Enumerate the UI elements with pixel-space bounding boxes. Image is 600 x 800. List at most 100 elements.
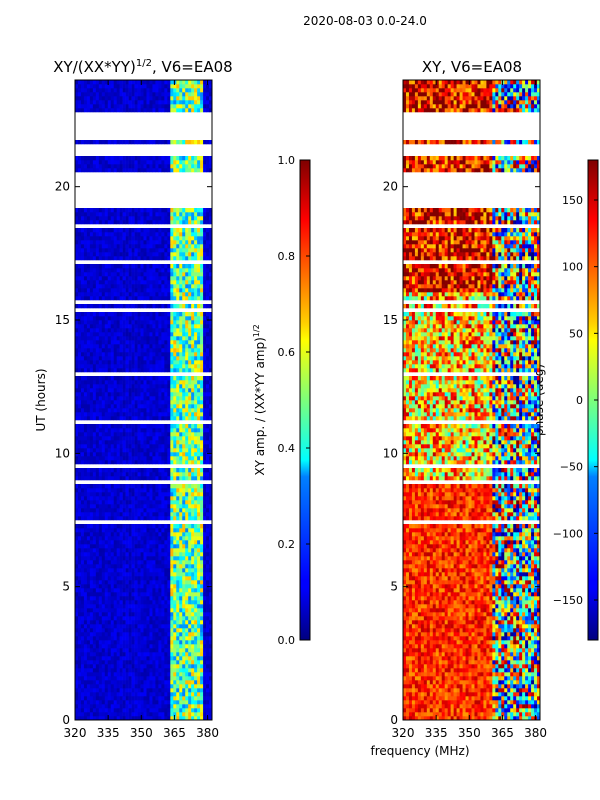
amp-heatmap-cell <box>197 588 201 593</box>
amp-heatmap-cell <box>170 500 174 505</box>
amp-heatmap-cell <box>152 664 156 669</box>
amp-heatmap-cell <box>128 644 132 649</box>
amp-heatmap-cell <box>75 484 79 489</box>
amp-heatmap-cell <box>143 256 147 261</box>
amp-heatmap-cell <box>83 592 88 597</box>
amp-heatmap-cell <box>170 496 174 501</box>
amp-heatmap-cell <box>164 468 168 473</box>
amp-heatmap-cell <box>80 560 85 565</box>
amp-heatmap-cell <box>146 336 150 341</box>
amp-heatmap-cell <box>194 440 198 445</box>
amp-heatmap-cell <box>113 404 117 409</box>
amp-heatmap-cell <box>203 448 207 453</box>
amp-heatmap-cell <box>143 660 147 665</box>
amp-heatmap-cell <box>182 364 186 369</box>
amp-heatmap-cell <box>131 428 135 433</box>
amp-heatmap-cell <box>95 444 100 449</box>
amp-heatmap-cell <box>164 392 168 397</box>
amp-heatmap-cell <box>185 524 189 529</box>
amp-heatmap-cell <box>125 708 129 713</box>
amp-heatmap-cell <box>182 396 186 401</box>
amp-heatmap-cell <box>191 588 195 593</box>
amp-heatmap-cell <box>89 540 94 545</box>
amp-heatmap-cell <box>119 676 123 681</box>
amp-heatmap-cell <box>104 328 109 333</box>
amp-heatmap-cell <box>137 640 141 645</box>
amp-heatmap-cell <box>191 424 195 429</box>
amp-heatmap-cell <box>185 328 189 333</box>
amp-heatmap-cell <box>170 328 174 333</box>
amp-heatmap-cell <box>122 552 126 557</box>
amp-heatmap-cell <box>143 380 147 385</box>
amp-heatmap-cell <box>167 444 171 449</box>
amp-heatmap-cell <box>101 564 106 569</box>
amp-heatmap-cell <box>155 704 159 709</box>
amp-heatmap-cell <box>75 392 79 397</box>
amp-heatmap-cell <box>203 408 207 413</box>
amp-heatmap-cell <box>113 664 117 669</box>
amp-heatmap-cell <box>206 456 210 461</box>
amp-heatmap-cell <box>206 404 210 409</box>
amp-heatmap-cell <box>89 452 94 457</box>
amp-heatmap-cell <box>155 320 159 325</box>
amp-heatmap-cell <box>113 632 117 637</box>
amp-heatmap-cell <box>209 348 213 353</box>
amp-heatmap-cell <box>86 344 91 349</box>
amp-heatmap-cell <box>125 328 129 333</box>
amp-heatmap-cell <box>83 404 88 409</box>
amp-heatmap-cell <box>209 256 213 261</box>
amp-heatmap-cell <box>101 620 106 625</box>
amp-heatmap-cell <box>77 376 82 381</box>
amp-heatmap-cell <box>110 560 115 565</box>
amp-heatmap-cell <box>113 512 117 517</box>
amp-heatmap-cell <box>131 256 135 261</box>
amp-heatmap-cell <box>92 400 97 405</box>
amp-heatmap-cell <box>98 512 103 517</box>
amp-heatmap-cell <box>167 408 171 413</box>
amp-heatmap-cell <box>92 648 97 653</box>
amp-heatmap-cell <box>119 576 123 581</box>
amp-heatmap-cell <box>188 436 192 441</box>
amp-heatmap-cell <box>98 468 103 473</box>
amp-heatmap-cell <box>140 312 144 317</box>
amp-heatmap-cell <box>197 448 201 453</box>
amp-heatmap-cell <box>182 432 186 437</box>
amp-heatmap-cell <box>206 484 210 489</box>
amp-heatmap-cell <box>125 556 129 561</box>
amp-heatmap-cell <box>164 628 168 633</box>
amp-heatmap-cell <box>191 392 195 397</box>
amp-heatmap-cell <box>161 388 165 393</box>
amp-heatmap-cell <box>191 528 195 533</box>
amp-heatmap-cell <box>119 672 123 677</box>
amp-heatmap-cell <box>98 336 103 341</box>
amp-heatmap-cell <box>140 492 144 497</box>
amp-heatmap-cell <box>185 500 189 505</box>
amp-heatmap-cell <box>194 348 198 353</box>
amp-heatmap-cell <box>119 312 123 317</box>
amp-heatmap-cell <box>119 612 123 617</box>
amp-heatmap-cell <box>191 344 195 349</box>
amp-heatmap-cell <box>125 280 129 285</box>
amp-heatmap-cell <box>80 488 85 493</box>
amp-heatmap-cell <box>101 640 106 645</box>
amp-heatmap-cell <box>125 448 129 453</box>
amp-heatmap-cell <box>77 552 82 557</box>
amp-heatmap-cell <box>182 276 186 281</box>
amp-heatmap-cell <box>98 452 103 457</box>
amp-heatmap-cell <box>188 484 192 489</box>
amp-heatmap-cell <box>137 644 141 649</box>
amp-heatmap-cell <box>125 444 129 449</box>
amp-heatmap-cell <box>176 352 180 357</box>
amp-heatmap-cell <box>134 696 138 701</box>
amp-heatmap-cell <box>80 636 85 641</box>
amp-heatmap-cell <box>116 368 120 373</box>
amp-heatmap-cell <box>200 620 204 625</box>
amp-heatmap-cell <box>161 592 165 597</box>
amp-heatmap-cell <box>203 704 207 709</box>
amp-heatmap-cell <box>200 280 204 285</box>
amp-heatmap-cell <box>167 604 171 609</box>
amp-heatmap-cell <box>185 440 189 445</box>
amp-heatmap-cell <box>164 292 168 297</box>
amp-heatmap-cell <box>122 664 126 669</box>
amp-heatmap-cell <box>173 564 177 569</box>
